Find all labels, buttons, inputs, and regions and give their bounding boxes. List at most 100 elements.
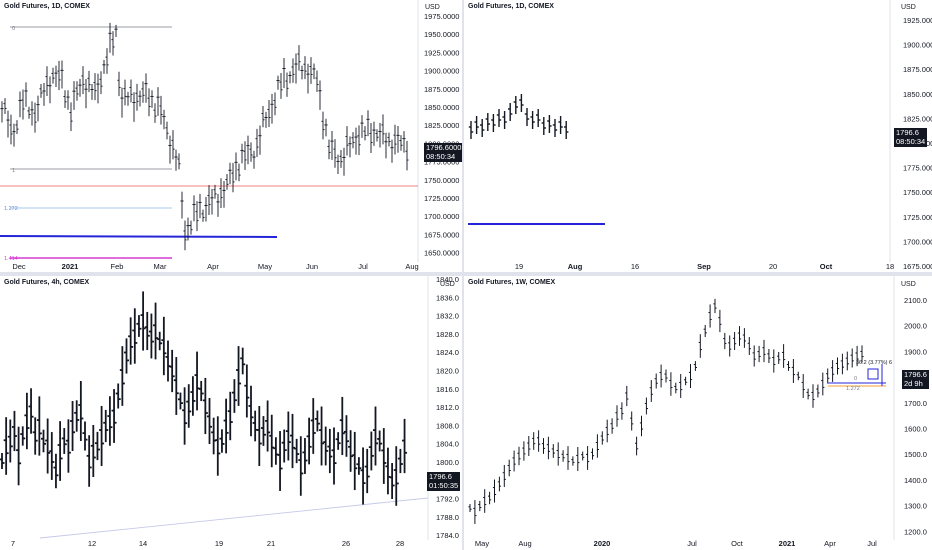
price-badge-tl: 1796.6000 08:50:34 [424, 143, 462, 162]
x-tick-tr: 18 [886, 262, 894, 271]
y-tick-tl: 1950.0000 [424, 30, 459, 39]
chart-title-tr: Gold Futures, 1D, COMEX [468, 3, 554, 10]
x-tick-tr: Oct [820, 262, 833, 271]
x-tick-bl: 28 [396, 539, 404, 548]
fib-label-0-br: 0 [854, 376, 857, 382]
y-tick-bl: 1804.0 [436, 440, 459, 449]
chart-pane-bottom-right[interactable]: 2100.02000.01900.01800.01700.01600.01500… [464, 276, 932, 550]
y-tick-bl: 1792.0 [436, 495, 459, 504]
chart-title-tl: Gold Futures, 1D, COMEX [4, 3, 90, 10]
y-tick-tr: 1825.0000 [903, 114, 932, 123]
currency-label-tl: USD [425, 4, 440, 11]
price-value-tl: 1796.6000 [426, 143, 462, 152]
trend-line-lower [39, 497, 429, 539]
x-tick-bl: 14 [139, 539, 147, 548]
x-tick-bl: 7 [11, 539, 15, 548]
x-tick-tl: Jul [358, 262, 368, 271]
chart-canvas-tr[interactable]: 1925.0000 1900.0000 1875.0000 1850.0000 1825… [464, 0, 932, 272]
chart-pane-top-right[interactable]: 1925.0000 1900.0000 1875.0000 1850.0000 1825… [464, 0, 932, 272]
y-tick-bl: 1828.0 [436, 330, 459, 339]
y-tick-br: 1600.0 [904, 425, 927, 434]
countdown-tl: 08:50:34 [426, 151, 456, 161]
x-tick-br: Apr [824, 539, 836, 548]
x-tick-tl: May [258, 262, 272, 271]
currency-label-tr: USD [901, 4, 916, 11]
measure-box [867, 368, 879, 380]
chart-canvas-br[interactable]: 2100.02000.01900.01800.01700.01600.01500… [464, 276, 932, 550]
y-tick-tr: 1750.0000 [903, 188, 932, 197]
price-value-bl: 1796.6 [429, 472, 452, 481]
y-tick-bl: 1800.0 [436, 458, 459, 467]
y-tick-tr: 1675.0000 [903, 262, 932, 271]
countdown-bl: 01:50:35 [429, 480, 459, 490]
y-tick-tr: 1900.0000 [903, 41, 932, 50]
x-tick-tr: 20 [769, 262, 777, 271]
y-tick-tl: 1825.0000 [424, 121, 459, 130]
y-tick-tl: 1750.0000 [424, 176, 459, 185]
y-tick-tr: 1725.0000 [903, 213, 932, 222]
y-tick-tr: 1700.0000 [903, 237, 932, 246]
fib-label-1272: 1.272 [4, 206, 18, 212]
y-tick-bl: 1812.0 [436, 403, 459, 412]
trend-line-blue [0, 235, 278, 238]
x-tick-bl: 26 [342, 539, 350, 548]
x-tick-br: Oct [731, 539, 744, 548]
fib-label-1: 1 [12, 168, 15, 174]
y-tick-tl: 1925.0000 [424, 48, 459, 57]
price-badge-br: 1796.6 2d 9h [902, 370, 929, 389]
currency-label-bl: USD [440, 281, 455, 288]
chart-pane-top-left[interactable]: 1975.0000 1950.0000 1925.0000 1900.0000 1875… [0, 0, 462, 272]
chart-canvas-bl[interactable]: 1840.0 1836.0 1832.0 1828.0 1824.0 1820.0 1816… [0, 276, 462, 550]
x-tick-tl: Jun [306, 262, 318, 271]
y-tick-br: 2000.0 [904, 322, 927, 331]
x-tick-tr: Sep [697, 262, 711, 271]
y-tick-tl: 1650.0000 [424, 249, 459, 258]
pane-divider-horizontal[interactable] [0, 272, 932, 276]
y-tick-tr: 1925.0000 [903, 16, 932, 25]
y-tick-bl: 1832.0 [436, 312, 459, 321]
y-tick-tl: 1900.0000 [424, 67, 459, 76]
y-tick-br: 1200.0 [904, 527, 927, 536]
x-tick-tl: Dec [12, 262, 26, 271]
y-tick-tl: 1700.0000 [424, 212, 459, 221]
y-tick-tl: 1875.0000 [424, 85, 459, 94]
y-tick-bl: 1820.0 [436, 367, 459, 376]
chart-canvas-tl[interactable]: 1975.0000 1950.0000 1925.0000 1900.0000 1875… [0, 0, 462, 272]
currency-label-br: USD [901, 281, 916, 288]
y-tick-tl: 1725.0000 [424, 194, 459, 203]
fib-label-1414: 1.414 [4, 256, 18, 262]
x-tick-br: May [475, 539, 489, 548]
y-tick-tl: 1975.0000 [424, 12, 459, 21]
x-tick-tr: 19 [515, 262, 523, 271]
x-tick-br: 2021 [779, 539, 796, 548]
y-tick-tr: 1875.0000 [903, 65, 932, 74]
y-tick-bl: 1824.0 [436, 348, 459, 357]
x-tick-tl: Feb [111, 262, 124, 271]
y-tick-br: 1300.0 [904, 502, 927, 511]
y-tick-br: 1400.0 [904, 476, 927, 485]
y-tick-br: 2100.0 [904, 296, 927, 305]
x-tick-br: Aug [518, 539, 531, 548]
chart-title-bl: Gold Futures, 4h, COMEX [4, 279, 90, 286]
fib-label-0: 0 [12, 26, 15, 32]
x-tick-tr: 16 [631, 262, 639, 271]
y-tick-tr: 1850.0000 [903, 90, 932, 99]
y-tick-tl: 1675.0000 [424, 230, 459, 239]
y-tick-br: 1500.0 [904, 450, 927, 459]
y-tick-tl: 1850.0000 [424, 103, 459, 112]
y-tick-tr: 1775.0000 [903, 164, 932, 173]
x-tick-bl: 19 [215, 539, 223, 548]
x-tick-tl: Mar [154, 262, 167, 271]
x-tick-tl: Apr [207, 262, 219, 271]
price-badge-tr: 1796.6 08:50:34 [894, 128, 928, 147]
y-tick-bl: 1784.0 [436, 531, 459, 540]
chart-pane-bottom-left[interactable]: 1840.0 1836.0 1832.0 1828.0 1824.0 1820.0 1816… [0, 276, 462, 550]
x-tick-br: Jul [867, 539, 877, 548]
x-tick-tl: Aug [405, 262, 418, 271]
countdown-br: 2d 9h [904, 378, 923, 388]
price-badge-bl: 1796.6 01:50:35 [427, 472, 461, 491]
x-tick-bl: 21 [267, 539, 275, 548]
chart-title-br: Gold Futures, 1W, COMEX [468, 279, 556, 286]
x-tick-br: Jul [687, 539, 697, 548]
measure-annotation: 36.2 (3.77%) 6 [856, 360, 892, 366]
